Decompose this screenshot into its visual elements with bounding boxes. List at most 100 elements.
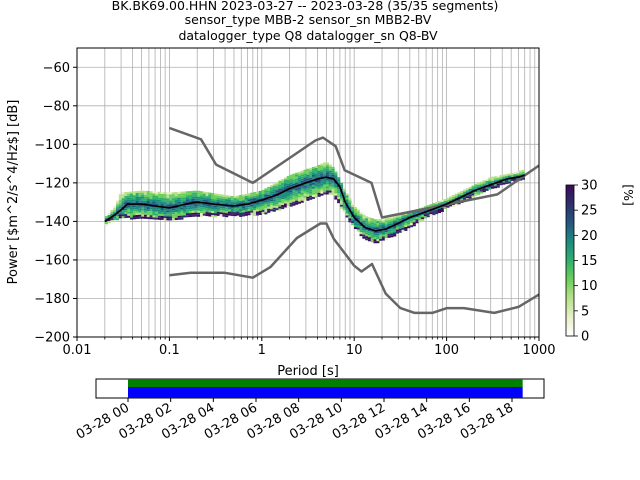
density-cell (146, 191, 150, 194)
density-cell (255, 211, 260, 214)
density-cell (225, 213, 229, 216)
density-cell (144, 210, 148, 213)
density-cell (216, 209, 220, 212)
density-cell (479, 183, 483, 186)
density-cell (429, 210, 433, 213)
density-cell (286, 175, 290, 178)
density-cell (130, 215, 134, 218)
density-cell (121, 204, 125, 207)
density-cell (107, 221, 111, 224)
density-cell (393, 232, 397, 235)
density-cell (241, 212, 246, 215)
density-cell (180, 215, 184, 218)
density-cell (353, 215, 358, 218)
density-cell (390, 227, 394, 230)
density-cell (211, 204, 215, 207)
density-cell (177, 193, 181, 196)
density-cell (191, 202, 195, 205)
density-cell (471, 191, 475, 194)
density-cell (177, 213, 181, 216)
density-cell (317, 184, 321, 187)
density-cell (373, 235, 377, 238)
density-cell (345, 211, 349, 214)
density-cell (155, 191, 159, 194)
density-cell (348, 214, 352, 217)
density-cell (124, 194, 128, 197)
density-cell (138, 216, 142, 219)
density-cell (113, 208, 117, 211)
density-cell (342, 204, 346, 207)
density-cell (227, 213, 232, 216)
density-cell (197, 192, 201, 195)
density-cell (138, 212, 142, 215)
density-cell (227, 209, 232, 212)
density-cell (281, 205, 285, 208)
density-cell (283, 177, 288, 180)
density-cell (216, 195, 220, 198)
density-cell (376, 231, 380, 234)
density-cell (477, 182, 481, 185)
density-cell (295, 182, 299, 185)
density-cell (171, 198, 176, 201)
density-cell (306, 178, 310, 181)
density-cell (188, 201, 192, 204)
density-cell (365, 230, 369, 233)
density-cell (306, 196, 310, 199)
density-cell (398, 224, 402, 227)
density-cell (393, 228, 397, 231)
density-cell (155, 197, 159, 200)
density-cell (264, 192, 268, 195)
y-axis-label: Power [$m^2/s^4/Hz$] [dB] (6, 100, 21, 285)
density-cell (317, 172, 321, 175)
density-cell (244, 209, 248, 212)
density-cell (166, 192, 170, 195)
density-cell (493, 184, 497, 187)
density-cell (393, 226, 397, 229)
density-cell (300, 192, 304, 195)
density-cell (239, 208, 243, 211)
density-cell (233, 212, 237, 215)
density-cell (211, 214, 215, 217)
density-cell (337, 181, 341, 184)
density-cell (468, 196, 472, 199)
density-cell (152, 207, 156, 210)
density-cell (152, 195, 156, 198)
density-cell (281, 185, 285, 188)
density-cell (227, 195, 232, 198)
density-cell (194, 204, 198, 207)
density-cell (398, 226, 402, 229)
density-cell (169, 214, 173, 217)
density-cell (213, 197, 218, 200)
density-cell (144, 208, 148, 211)
density-cell (295, 198, 299, 201)
density-cell (183, 205, 187, 208)
density-cell (323, 164, 327, 167)
density-cell (331, 192, 335, 195)
density-cell (244, 197, 248, 200)
density-cell (339, 206, 344, 209)
density-cell (199, 215, 204, 218)
density-cell (362, 232, 366, 235)
density-cell (376, 227, 380, 230)
density-cell (297, 171, 302, 174)
density-cell (166, 194, 170, 197)
density-cell (418, 210, 422, 213)
density-cell (323, 190, 327, 193)
density-cell (157, 213, 162, 216)
density-cell (225, 203, 229, 206)
density-cell (328, 178, 332, 181)
density-cell (239, 210, 243, 213)
density-cell (292, 181, 296, 184)
density-cell (208, 208, 212, 211)
density-cell (281, 181, 285, 184)
density-cell (166, 202, 170, 205)
density-cell (141, 216, 145, 219)
density-cell (337, 199, 341, 202)
density-cell (152, 199, 156, 202)
density-cell (267, 208, 271, 211)
density-cell (185, 211, 190, 214)
density-cell (370, 222, 374, 225)
density-cell (205, 214, 209, 217)
density-cell (351, 219, 355, 222)
density-cell (146, 203, 150, 206)
